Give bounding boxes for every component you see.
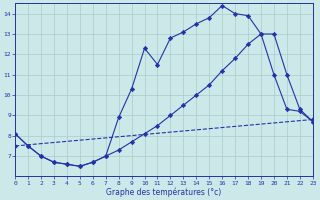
X-axis label: Graphe des températures (°c): Graphe des températures (°c) <box>106 187 221 197</box>
